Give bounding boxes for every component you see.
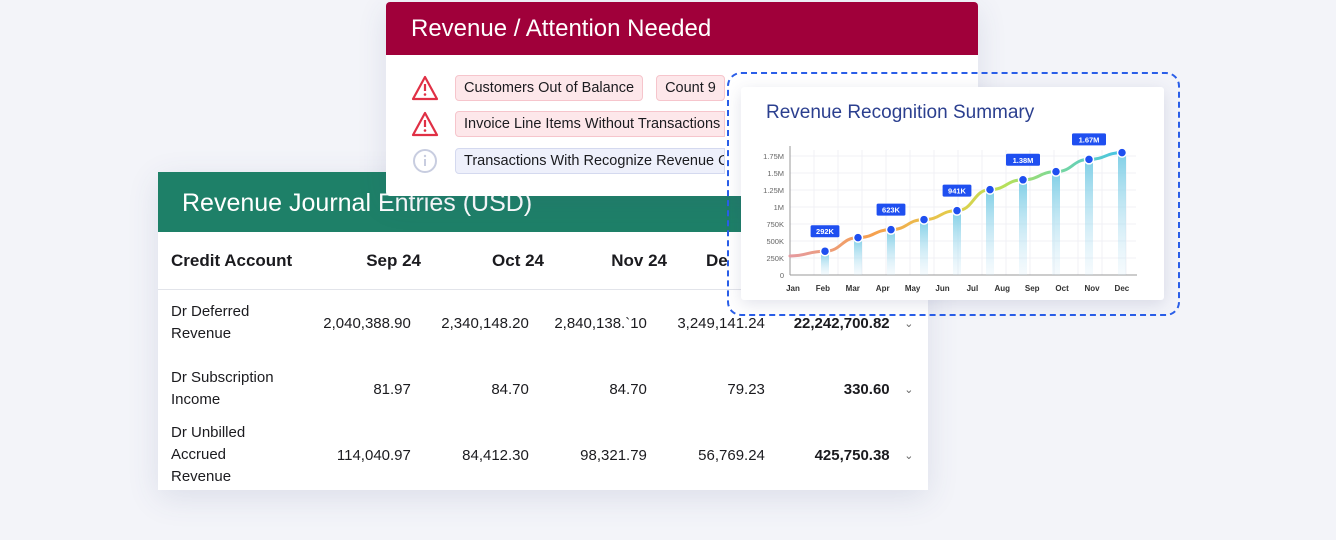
y-tick-label: 1.5M bbox=[767, 169, 784, 178]
alert-count: Count 9 bbox=[656, 75, 725, 101]
y-tick-label: 1.25M bbox=[763, 186, 784, 195]
cell-total: 22,242,700.82 bbox=[793, 314, 890, 332]
data-label: 1.38M bbox=[1013, 156, 1034, 165]
cell-value: 2,840,138.`10 bbox=[554, 314, 647, 332]
cell-value: 114,040.97 bbox=[336, 446, 411, 464]
alert-label: Transactions With Recognize Revenue Of bbox=[455, 148, 725, 174]
table-row[interactable]: Dr Subscription Income 81.97 84.70 84.70 79.2… bbox=[158, 356, 928, 422]
col-credit-account: Credit Account bbox=[171, 250, 293, 270]
y-tick-label: 750K bbox=[766, 220, 784, 229]
info-icon bbox=[413, 149, 437, 173]
x-tick-label: Jul bbox=[967, 284, 979, 293]
cell-value: 98,321.79 bbox=[580, 446, 647, 464]
alert-row[interactable]: Invoice Line Items Without Transactions … bbox=[411, 111, 725, 137]
col-dec: Dec 24 bbox=[706, 250, 727, 270]
bar bbox=[821, 251, 829, 275]
bar bbox=[986, 189, 994, 275]
col-nov: Nov 24 bbox=[611, 250, 667, 270]
data-label-bg bbox=[810, 225, 840, 238]
bar bbox=[854, 237, 862, 275]
chart-title: Revenue Recognition Summary bbox=[766, 102, 1035, 123]
x-tick-label: Sep bbox=[1025, 284, 1040, 293]
table-row[interactable]: Dr Unbilled Accrued Revenue 114,040.97 84,4… bbox=[158, 422, 928, 488]
bar bbox=[1019, 179, 1027, 275]
data-label: 941K bbox=[948, 187, 967, 196]
cell-value: 84.70 bbox=[609, 380, 647, 398]
y-tick-label: 500K bbox=[766, 237, 784, 246]
account-name: Dr Unbilled Accrued Revenue bbox=[171, 424, 246, 485]
x-tick-label: Nov bbox=[1084, 284, 1100, 293]
cell-value: 3,249,141.24 bbox=[677, 314, 765, 332]
col-oct: Oct 24 bbox=[492, 250, 544, 270]
data-point bbox=[1017, 174, 1029, 186]
cell-total: 330.60 bbox=[843, 380, 890, 398]
data-point bbox=[852, 232, 864, 243]
cell-value: 79.23 bbox=[727, 380, 765, 398]
account-name: Dr Deferred Revenue bbox=[171, 303, 250, 342]
cell-value: 84.70 bbox=[491, 380, 529, 398]
attention-title: Revenue / Attention Needed bbox=[386, 2, 978, 55]
x-tick-label: Feb bbox=[816, 284, 830, 293]
y-tick-label: 250K bbox=[766, 254, 784, 263]
data-label-bg bbox=[1072, 133, 1106, 146]
bar bbox=[1052, 171, 1060, 275]
x-tick-label: Apr bbox=[876, 284, 890, 293]
revenue-chart: 0 250K 500K 750K 1M 1.25M 1.5M 1.75M Jan Feb Mar Ap… bbox=[763, 133, 1137, 293]
x-tick-label: Aug bbox=[995, 284, 1011, 293]
x-tick-label: Jan bbox=[786, 284, 800, 293]
alert-row[interactable]: Transactions With Recognize Revenue Of bbox=[411, 148, 725, 174]
x-tick-label: Oct bbox=[1055, 284, 1069, 293]
data-point bbox=[984, 184, 996, 195]
bar bbox=[953, 210, 961, 275]
table-header: Credit Account Sep 24 Oct 24 Nov 24 Dec … bbox=[158, 232, 928, 290]
x-tick-label: May bbox=[905, 284, 921, 293]
cell-total: 425,750.38 bbox=[814, 446, 890, 464]
data-label-bg bbox=[942, 184, 972, 197]
cell-value: 56,769.24 bbox=[698, 446, 765, 464]
data-label: 623K bbox=[882, 206, 901, 215]
data-label-bg bbox=[1006, 153, 1040, 166]
chevron-down-icon[interactable]: ⌄ bbox=[904, 317, 914, 330]
data-point bbox=[951, 205, 963, 216]
alert-row[interactable]: Customers Out of Balance Count 9 bbox=[411, 75, 725, 101]
data-point bbox=[1050, 166, 1062, 177]
x-tick-label: Jun bbox=[935, 284, 949, 293]
cell-value: 2,340,148.20 bbox=[441, 314, 529, 332]
x-tick-label: Dec bbox=[1115, 284, 1130, 293]
bar bbox=[920, 219, 928, 275]
chevron-down-icon[interactable]: ⌄ bbox=[904, 383, 914, 396]
account-name: Dr Subscription Income bbox=[171, 369, 274, 408]
y-tick-label: 1M bbox=[774, 203, 784, 212]
alert-label: Customers Out of Balance bbox=[455, 75, 644, 101]
alert-label: Invoice Line Items Without Transactions … bbox=[455, 111, 725, 137]
y-tick-label: 0 bbox=[780, 271, 784, 280]
cell-value: 84,412.30 bbox=[462, 446, 529, 464]
chevron-down-icon[interactable]: ⌄ bbox=[904, 449, 914, 462]
y-tick-label: 1.75M bbox=[763, 152, 784, 161]
data-label-bg bbox=[876, 203, 906, 216]
table-row[interactable]: Dr Deferred Revenue 2,040,388.90 2,340,148.… bbox=[158, 290, 928, 356]
cell-value: 81.97 bbox=[373, 380, 411, 398]
data-point bbox=[1116, 147, 1128, 158]
data-label: 1.67M bbox=[1079, 135, 1100, 144]
data-point bbox=[918, 214, 930, 225]
warning-icon bbox=[411, 111, 439, 137]
col-sep: Sep 24 bbox=[366, 250, 421, 270]
revenue-chart-card: Revenue Recognition Summary 0 250K 500K 750… bbox=[741, 87, 1164, 300]
data-label: 292K bbox=[816, 227, 835, 236]
warning-icon bbox=[411, 75, 439, 101]
cell-value: 2,040,388.90 bbox=[323, 314, 411, 332]
x-tick-label: Mar bbox=[846, 284, 860, 293]
bar bbox=[1118, 152, 1126, 275]
data-point bbox=[819, 245, 831, 257]
data-point bbox=[885, 224, 897, 235]
selection-frame bbox=[727, 72, 1180, 316]
bar bbox=[887, 229, 895, 275]
bar bbox=[1085, 159, 1093, 275]
data-point bbox=[1083, 154, 1095, 165]
